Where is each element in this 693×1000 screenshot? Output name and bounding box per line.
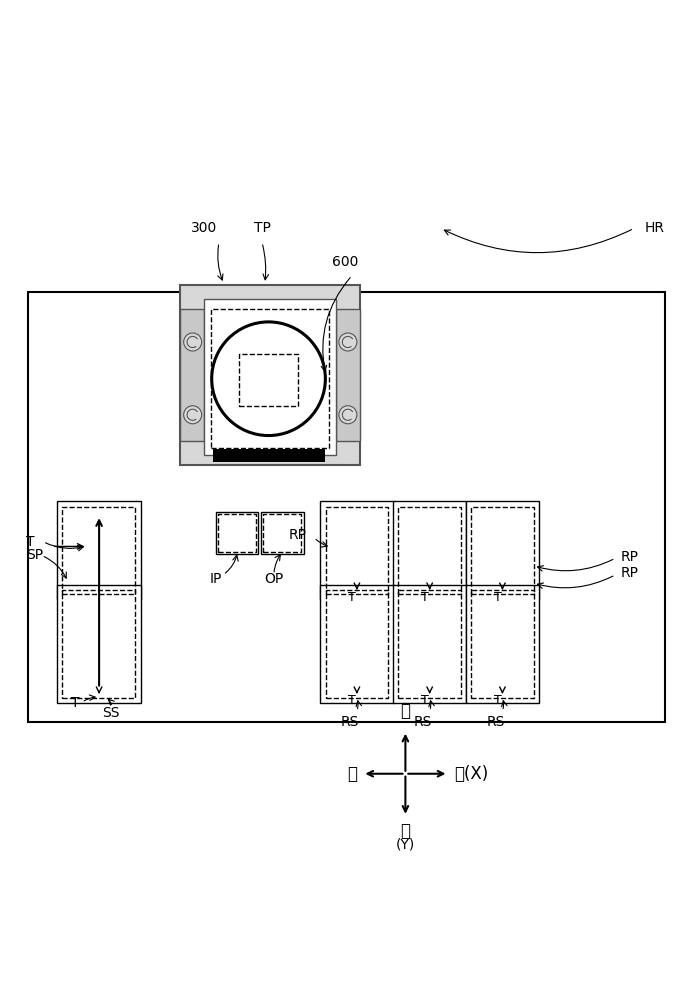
Bar: [393, 585, 466, 703]
Text: RP: RP: [288, 528, 306, 542]
Circle shape: [184, 333, 202, 351]
Bar: [180, 285, 360, 465]
Circle shape: [339, 333, 357, 351]
Text: T: T: [421, 694, 429, 707]
Text: RS: RS: [414, 715, 432, 729]
Text: RP: RP: [620, 550, 638, 564]
Text: T: T: [348, 694, 356, 707]
Bar: [204, 299, 336, 455]
Text: SP: SP: [26, 548, 44, 562]
Bar: [213, 449, 325, 462]
Text: TP: TP: [254, 221, 270, 235]
Text: OP: OP: [265, 572, 284, 586]
Bar: [28, 292, 665, 722]
Text: T: T: [493, 694, 502, 707]
Text: IP: IP: [209, 572, 222, 586]
Bar: [393, 501, 466, 599]
Circle shape: [339, 406, 357, 424]
Circle shape: [184, 406, 202, 424]
Text: RS: RS: [341, 715, 359, 729]
Text: T: T: [348, 591, 356, 604]
Bar: [466, 585, 539, 703]
Bar: [216, 512, 258, 554]
Bar: [336, 309, 360, 441]
Text: T: T: [493, 591, 502, 604]
Bar: [261, 512, 304, 554]
Bar: [180, 309, 204, 441]
Bar: [57, 501, 141, 599]
Circle shape: [212, 322, 326, 436]
Bar: [320, 501, 394, 599]
Text: RS: RS: [486, 715, 505, 729]
Text: T: T: [26, 535, 35, 549]
Text: 右(X): 右(X): [454, 765, 488, 783]
Bar: [466, 501, 539, 599]
Text: 前: 前: [401, 822, 410, 840]
Text: 300: 300: [191, 221, 218, 235]
Text: RP: RP: [620, 566, 638, 580]
Text: 600: 600: [332, 255, 358, 269]
Text: 左: 左: [347, 765, 357, 783]
Text: T: T: [421, 591, 429, 604]
Text: 后: 后: [401, 702, 410, 720]
Text: T: T: [71, 696, 79, 710]
Text: (Y): (Y): [396, 837, 415, 851]
Bar: [57, 585, 141, 703]
Text: HR: HR: [644, 221, 665, 235]
Bar: [320, 585, 394, 703]
Text: SS: SS: [102, 706, 120, 720]
